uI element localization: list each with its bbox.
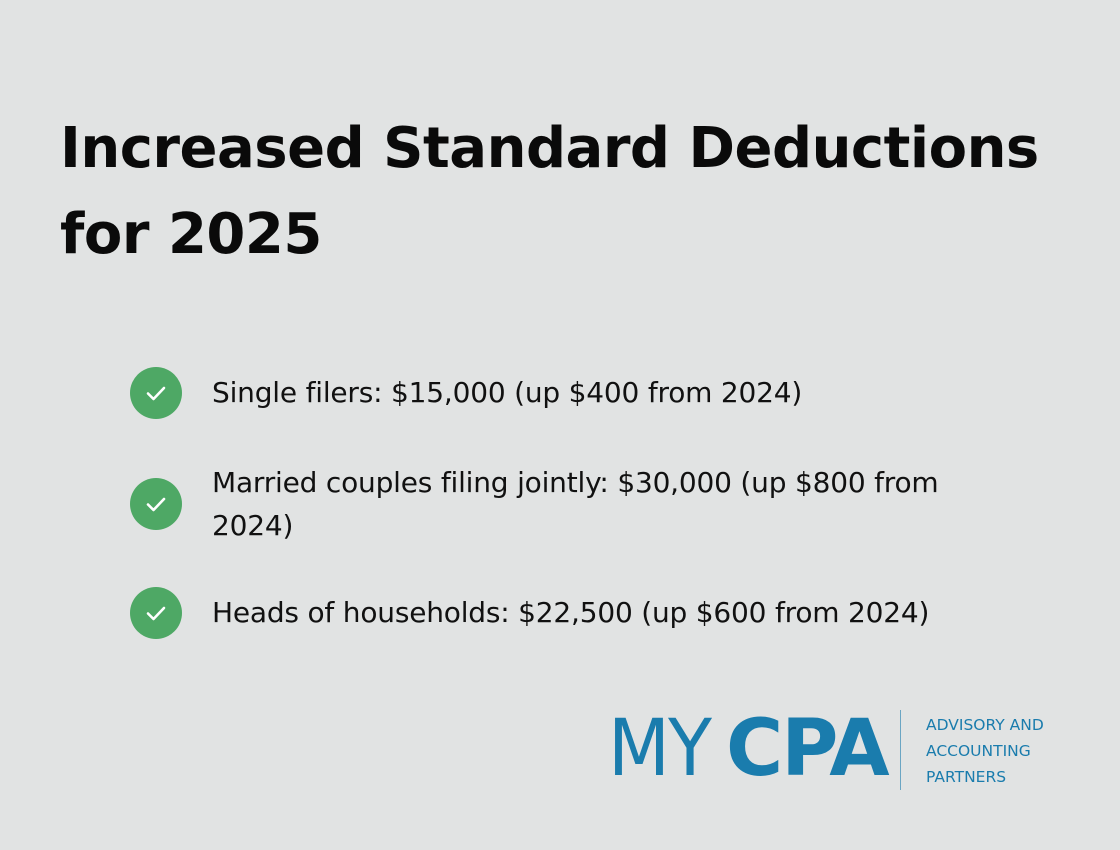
logo-tagline: ADVISORY AND ACCOUNTING PARTNERS — [926, 712, 1044, 790]
logo-tagline-line: PARTNERS — [926, 768, 1007, 786]
title-line-2: for 2025 — [60, 202, 322, 267]
title-line-1: Increased Standard Deductions — [60, 116, 1039, 181]
logo-tagline-line: ADVISORY AND — [926, 716, 1044, 734]
check-circle-icon — [130, 367, 182, 419]
list-item-text: Heads of households: $22,500 (up $600 fr… — [212, 596, 930, 629]
mycpa-logo: MY CPA ADVISORY AND ACCOUNTING PARTNERS — [608, 708, 1078, 794]
list-item-text: Single filers: $15,000 (up $400 from 202… — [212, 376, 803, 409]
logo-my-text: MY — [608, 704, 712, 794]
logo-tagline-line: ACCOUNTING — [926, 742, 1031, 760]
logo-cpa-text: CPA — [726, 704, 890, 794]
check-circle-icon — [130, 478, 182, 530]
check-circle-icon — [130, 587, 182, 639]
list-item-text: Married couples filing jointly: $30,000 … — [212, 466, 939, 542]
logo-divider — [900, 710, 901, 790]
page-title: Increased Standard Deductions for 2025 — [60, 106, 1080, 278]
